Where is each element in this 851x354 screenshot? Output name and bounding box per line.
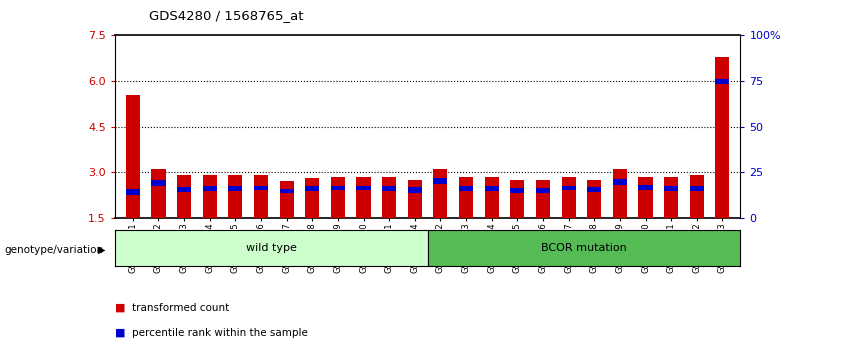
Text: GDS4280 / 1568765_at: GDS4280 / 1568765_at (149, 9, 304, 22)
Bar (254, 175, 268, 218)
Bar (664, 186, 678, 191)
Bar (126, 189, 140, 195)
Bar (536, 188, 550, 193)
Bar (562, 186, 575, 190)
Bar (587, 180, 602, 218)
Bar (382, 185, 397, 191)
Bar (690, 186, 704, 191)
Bar (408, 187, 422, 193)
Bar (511, 188, 524, 193)
Text: ■: ■ (115, 328, 125, 338)
Bar (433, 169, 448, 218)
Bar (228, 186, 243, 191)
Bar (126, 95, 140, 218)
Bar (203, 186, 217, 191)
Bar (638, 185, 653, 190)
Bar (151, 169, 165, 218)
Bar (382, 177, 397, 218)
Bar (228, 175, 243, 218)
Bar (690, 175, 704, 218)
Bar (331, 177, 345, 218)
Bar (408, 180, 422, 218)
Text: wild type: wild type (246, 243, 297, 253)
Bar (280, 189, 294, 193)
Text: transformed count: transformed count (132, 303, 229, 313)
Text: ■: ■ (115, 303, 125, 313)
Bar (331, 186, 345, 190)
Bar (638, 177, 653, 218)
Bar (306, 186, 319, 191)
Text: ▶: ▶ (98, 245, 106, 255)
Bar (459, 177, 473, 218)
Bar (254, 185, 268, 190)
Bar (357, 177, 370, 218)
Bar (613, 169, 627, 218)
Text: genotype/variation: genotype/variation (4, 245, 103, 255)
Bar (716, 57, 729, 218)
Bar (177, 175, 191, 218)
Bar (177, 187, 191, 192)
Bar (536, 180, 550, 218)
Bar (613, 179, 627, 185)
Bar (203, 175, 217, 218)
Bar (485, 177, 499, 218)
Bar (562, 177, 575, 218)
Text: percentile rank within the sample: percentile rank within the sample (132, 328, 308, 338)
Bar (306, 178, 319, 218)
Bar (433, 178, 448, 184)
Bar (485, 186, 499, 191)
Bar (716, 79, 729, 84)
Bar (511, 180, 524, 218)
Bar (587, 187, 602, 192)
Bar (664, 177, 678, 218)
Bar (459, 186, 473, 191)
Bar (280, 181, 294, 218)
Bar (357, 185, 370, 190)
Bar (151, 180, 165, 186)
Text: BCOR mutation: BCOR mutation (541, 243, 627, 253)
